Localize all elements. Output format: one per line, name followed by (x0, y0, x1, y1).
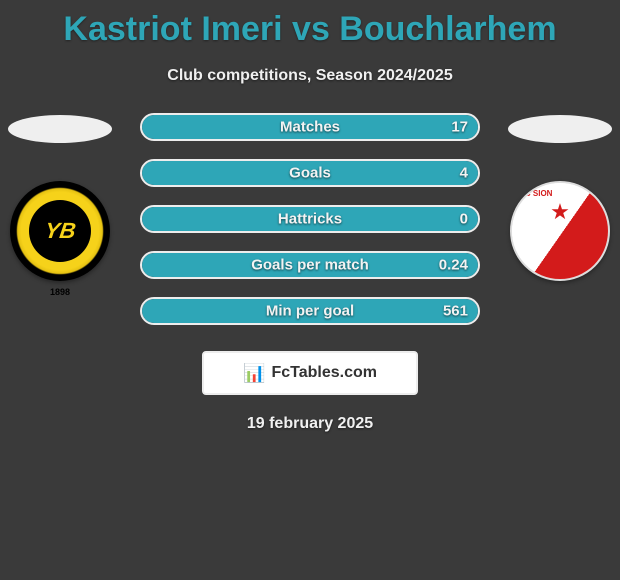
stat-bar: Matches 17 (140, 113, 480, 141)
badge-text: FC SION (520, 189, 552, 198)
bar-label: Goals per match (251, 257, 369, 274)
stat-bar: Goals per match 0.24 (140, 251, 480, 279)
stat-bar: Min per goal 561 (140, 297, 480, 325)
content-area: YB 1898 FC SION ★ Matches 17 Goals 4 Hattric… (0, 113, 620, 325)
left-column: YB 1898 (0, 113, 120, 281)
young-boys-badge: YB 1898 (10, 181, 110, 281)
bar-right-value: 561 (443, 303, 468, 320)
comparison-card: Kastriot Imeri vs Bouchlarhem Club compe… (0, 0, 620, 580)
brand-text: FcTables.com (271, 364, 377, 382)
badge-inner: YB (29, 200, 91, 262)
right-player-placeholder (508, 115, 612, 143)
bar-right-value: 17 (451, 119, 468, 136)
bar-label: Matches (280, 119, 340, 136)
right-column: FC SION ★ (500, 113, 620, 281)
bar-right-value: 4 (460, 165, 468, 182)
chart-icon: 📊 (243, 363, 265, 384)
stat-bar: Goals 4 (140, 159, 480, 187)
fc-sion-badge: FC SION ★ (510, 181, 610, 281)
left-player-placeholder (8, 115, 112, 143)
bar-label: Goals (289, 165, 331, 182)
stat-bars: Matches 17 Goals 4 Hattricks 0 Goals per match… (140, 113, 480, 325)
bar-right-value: 0.24 (439, 257, 468, 274)
brand-box[interactable]: 📊 FcTables.com (202, 351, 418, 395)
subtitle: Club competitions, Season 2024/2025 (0, 67, 620, 85)
star-icon: ★ (550, 199, 570, 225)
date-label: 19 february 2025 (0, 415, 620, 433)
page-title: Kastriot Imeri vs Bouchlarhem (0, 0, 620, 49)
bar-label: Hattricks (278, 211, 342, 228)
badge-text: YB (43, 218, 77, 244)
bar-right-value: 0 (460, 211, 468, 228)
stat-bar: Hattricks 0 (140, 205, 480, 233)
badge-year: 1898 (50, 287, 70, 297)
bar-label: Min per goal (266, 303, 354, 320)
